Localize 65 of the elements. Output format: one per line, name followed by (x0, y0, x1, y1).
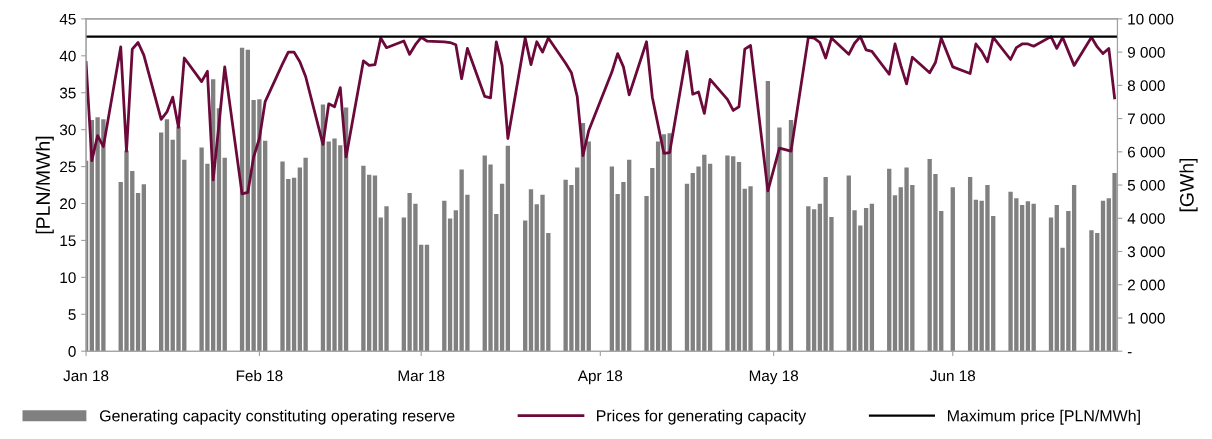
bar (684, 183, 690, 352)
y-tick-label: 45 (59, 13, 76, 25)
y-tick-label: 40 (59, 50, 76, 62)
legend-label: Prices for generating capacity (597, 409, 807, 425)
bar (141, 184, 146, 352)
bar (528, 189, 534, 352)
x-tick-label: Jan 18 (63, 370, 109, 382)
y2-tick-label: 8 000 (1127, 80, 1165, 92)
x-tick-label: Feb 18 (236, 369, 283, 382)
bar (1100, 200, 1106, 352)
y2-tick-label: 1 000 (1128, 312, 1165, 324)
x-tick-label: Jun 18 (930, 370, 976, 382)
y-tick-label: 25 (60, 161, 76, 173)
bar (887, 168, 892, 352)
y2-tick-label: 7 000 (1127, 113, 1165, 125)
line-series (86, 35, 1116, 196)
bar (892, 195, 898, 352)
y-axis-title: [PLN/MWh] (35, 136, 54, 234)
legend-label: Generating capacity constituting operating reserve (99, 409, 455, 425)
bar (1025, 201, 1031, 352)
bar (372, 175, 378, 352)
bar (499, 183, 505, 352)
y2-tick-label: 4 000 (1127, 213, 1165, 224)
bar (159, 132, 164, 352)
y-tick-label: 35 (59, 87, 76, 99)
bar (424, 244, 430, 352)
bar (736, 162, 742, 352)
bar (523, 220, 528, 352)
bar (586, 141, 591, 352)
bar (967, 177, 973, 352)
bar (1048, 217, 1054, 352)
bar (291, 177, 297, 352)
bar (135, 193, 141, 352)
bar (973, 199, 979, 352)
legend-label: Maximum price [PLN/MWh] (947, 409, 1140, 425)
x-tick-label: Apr 18 (577, 370, 623, 385)
y2-tick-label: 6 000 (1127, 146, 1165, 158)
y-tick-label: 5 (68, 309, 76, 320)
bar (777, 127, 782, 352)
x-tick-label: Mar 18 (398, 370, 445, 382)
y2-tick-label: 2 000 (1127, 279, 1165, 291)
bar (164, 119, 170, 352)
bar (447, 218, 453, 352)
x-tick-label: May 18 (749, 370, 799, 385)
bar (222, 157, 227, 352)
y-tick-label: 10 (60, 272, 76, 284)
bar (707, 163, 713, 352)
y2-axis-title: [GWh] (1179, 158, 1198, 212)
y2-tick-label: 3 000 (1127, 246, 1165, 258)
y-tick-label: 0 (68, 346, 76, 357)
y-tick-label: 20 (60, 198, 76, 210)
y2-tick-label: 10 000 (1128, 13, 1174, 25)
bar (869, 203, 875, 352)
y2-tick-label: - (1127, 352, 1132, 354)
bar (655, 141, 661, 352)
bar (1031, 203, 1036, 352)
y-tick-label: 15 (60, 235, 76, 247)
y2-tick-label: 9 000 (1127, 46, 1165, 58)
y-tick-label: 30 (59, 124, 76, 136)
bar (806, 206, 811, 352)
y2-tick-label: 5 000 (1127, 179, 1165, 191)
bar (950, 187, 955, 352)
bar (442, 200, 447, 352)
bar (505, 145, 511, 352)
bar (811, 209, 817, 352)
